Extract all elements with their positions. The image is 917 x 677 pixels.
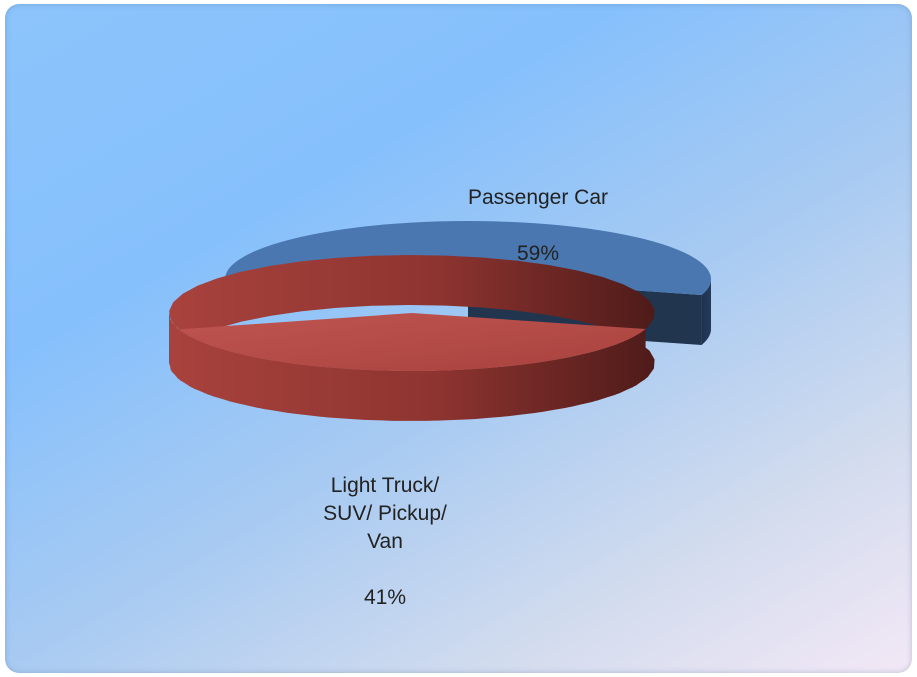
slice-side-light-truck [169, 255, 655, 421]
slice-label-light-truck: Light Truck/ SUV/ Pickup/ Van 41% [265, 444, 505, 612]
slice-side-passenger-car [701, 279, 711, 345]
chart-area: Passenger Car 59% Light Truck/ SUV/ Pick… [5, 4, 912, 673]
slice-name-light-truck: Light Truck/ SUV/ Pickup/ Van [323, 474, 447, 553]
slice-name-passenger-car: Passenger Car [467, 186, 609, 209]
slice-light-truck [178, 313, 646, 371]
slice-label-passenger-car: Passenger Car 59% [438, 156, 638, 268]
slice-percent-light-truck: 41% [363, 586, 407, 609]
pie-chart [169, 221, 712, 421]
slice-percent-passenger-car: 59% [516, 242, 560, 265]
